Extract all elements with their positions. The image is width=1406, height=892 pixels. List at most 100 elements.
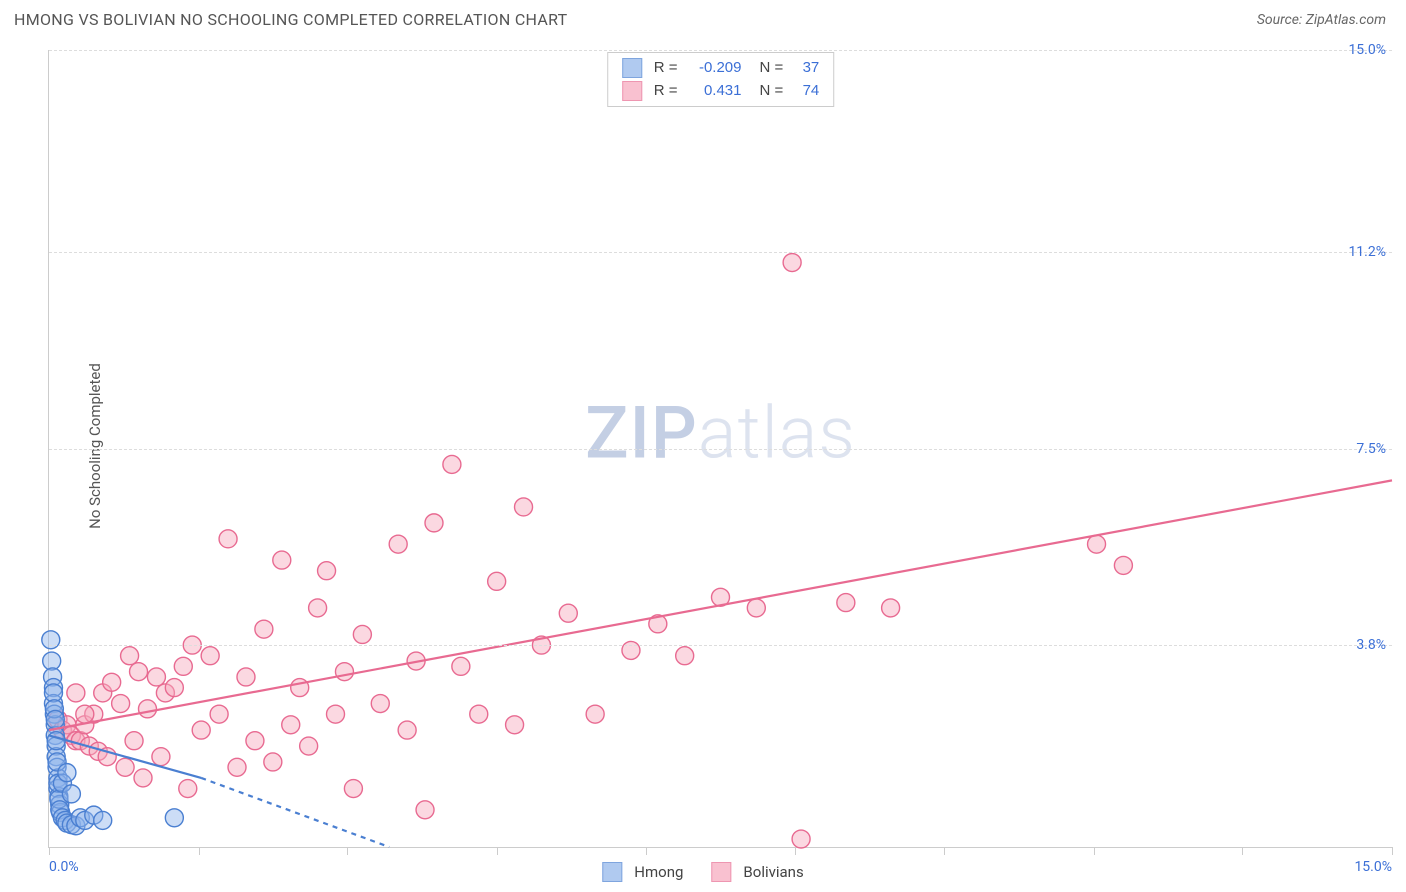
data-point bbox=[443, 455, 461, 473]
x-tick bbox=[646, 847, 647, 855]
x-tick-label: 0.0% bbox=[49, 859, 79, 875]
data-point bbox=[165, 679, 183, 697]
series-swatch bbox=[622, 81, 642, 101]
legend-swatch bbox=[602, 862, 622, 882]
r-label: R = bbox=[654, 57, 678, 80]
data-point bbox=[116, 758, 134, 776]
legend-item: Hmong bbox=[602, 862, 683, 882]
x-tick bbox=[497, 847, 498, 855]
x-tick bbox=[795, 847, 796, 855]
y-tick-label: 3.8% bbox=[1356, 637, 1386, 653]
data-point bbox=[201, 647, 219, 665]
x-tick-label: 15.0% bbox=[1354, 859, 1392, 875]
data-point bbox=[165, 809, 183, 827]
y-tick-label: 11.2% bbox=[1348, 244, 1386, 260]
plot-area: ZIPatlas R =-0.209N =37R =0.431N =74 3.8… bbox=[48, 50, 1392, 848]
r-value: -0.209 bbox=[686, 57, 742, 80]
legend: Hmong Bolivians bbox=[602, 862, 803, 882]
data-point bbox=[121, 647, 139, 665]
regression-line bbox=[49, 480, 1392, 730]
data-point bbox=[792, 830, 810, 848]
data-point bbox=[783, 254, 801, 272]
x-tick bbox=[49, 847, 50, 855]
n-value: 74 bbox=[791, 80, 819, 103]
data-point bbox=[676, 647, 694, 665]
data-point bbox=[515, 498, 533, 516]
data-point bbox=[837, 594, 855, 612]
data-point bbox=[228, 758, 246, 776]
data-point bbox=[309, 599, 327, 617]
data-point bbox=[62, 785, 80, 803]
x-tick bbox=[1392, 847, 1393, 855]
x-tick bbox=[347, 847, 348, 855]
data-point bbox=[147, 668, 165, 686]
x-tick bbox=[1242, 847, 1243, 855]
data-point bbox=[389, 535, 407, 553]
data-point bbox=[398, 721, 416, 739]
data-point bbox=[353, 625, 371, 643]
data-point bbox=[237, 668, 255, 686]
data-point bbox=[1088, 535, 1106, 553]
data-point bbox=[246, 732, 264, 750]
data-point bbox=[134, 769, 152, 787]
data-point bbox=[94, 811, 112, 829]
series-swatch bbox=[622, 58, 642, 78]
data-point bbox=[416, 801, 434, 819]
data-point bbox=[76, 705, 94, 723]
correlation-stats-box: R = -0.209 N = 37 R = 0.431 N = 74 bbox=[607, 52, 835, 107]
x-tick bbox=[1094, 847, 1095, 855]
data-point bbox=[179, 780, 197, 798]
r-value: 0.431 bbox=[686, 80, 742, 103]
x-tick bbox=[944, 847, 945, 855]
r-label: R = bbox=[654, 80, 678, 103]
n-label: N = bbox=[760, 80, 784, 103]
data-point bbox=[344, 780, 362, 798]
data-point bbox=[103, 673, 121, 691]
data-point bbox=[371, 695, 389, 713]
stats-row: R = -0.209 N = 37 bbox=[622, 57, 820, 80]
data-point bbox=[67, 684, 85, 702]
y-tick-label: 15.0% bbox=[1348, 42, 1386, 58]
data-point bbox=[1114, 556, 1132, 574]
data-point bbox=[58, 764, 76, 782]
data-point bbox=[47, 732, 65, 750]
data-point bbox=[210, 705, 228, 723]
data-point bbox=[174, 657, 192, 675]
n-label: N = bbox=[760, 57, 784, 80]
data-point bbox=[219, 530, 237, 548]
data-point bbox=[488, 572, 506, 590]
legend-swatch bbox=[711, 862, 731, 882]
chart-source: Source: ZipAtlas.com bbox=[1257, 12, 1386, 28]
y-tick-label: 7.5% bbox=[1356, 441, 1386, 457]
n-value: 37 bbox=[791, 57, 819, 80]
stats-row: R = 0.431 N = 74 bbox=[622, 80, 820, 103]
data-point bbox=[42, 631, 60, 649]
legend-label: Hmong bbox=[634, 863, 683, 881]
data-point bbox=[335, 663, 353, 681]
data-point bbox=[470, 705, 488, 723]
data-point bbox=[46, 710, 64, 728]
data-point bbox=[192, 721, 210, 739]
x-tick bbox=[199, 847, 200, 855]
data-point bbox=[327, 705, 345, 723]
data-point bbox=[318, 562, 336, 580]
data-point bbox=[559, 604, 577, 622]
data-point bbox=[452, 657, 470, 675]
data-point bbox=[112, 695, 130, 713]
data-point bbox=[586, 705, 604, 723]
data-point bbox=[506, 716, 524, 734]
data-point bbox=[255, 620, 273, 638]
chart-title: HMONG VS BOLIVIAN NO SCHOOLING COMPLETED… bbox=[14, 10, 568, 29]
data-point bbox=[264, 753, 282, 771]
data-point bbox=[425, 514, 443, 532]
data-point bbox=[273, 551, 291, 569]
data-point bbox=[282, 716, 300, 734]
gridline bbox=[49, 50, 1392, 51]
data-point bbox=[882, 599, 900, 617]
data-point bbox=[300, 737, 318, 755]
data-point bbox=[130, 663, 148, 681]
chart-header: HMONG VS BOLIVIAN NO SCHOOLING COMPLETED… bbox=[0, 0, 1406, 33]
gridline bbox=[49, 449, 1392, 450]
legend-label: Bolivians bbox=[743, 863, 803, 881]
data-point bbox=[747, 599, 765, 617]
